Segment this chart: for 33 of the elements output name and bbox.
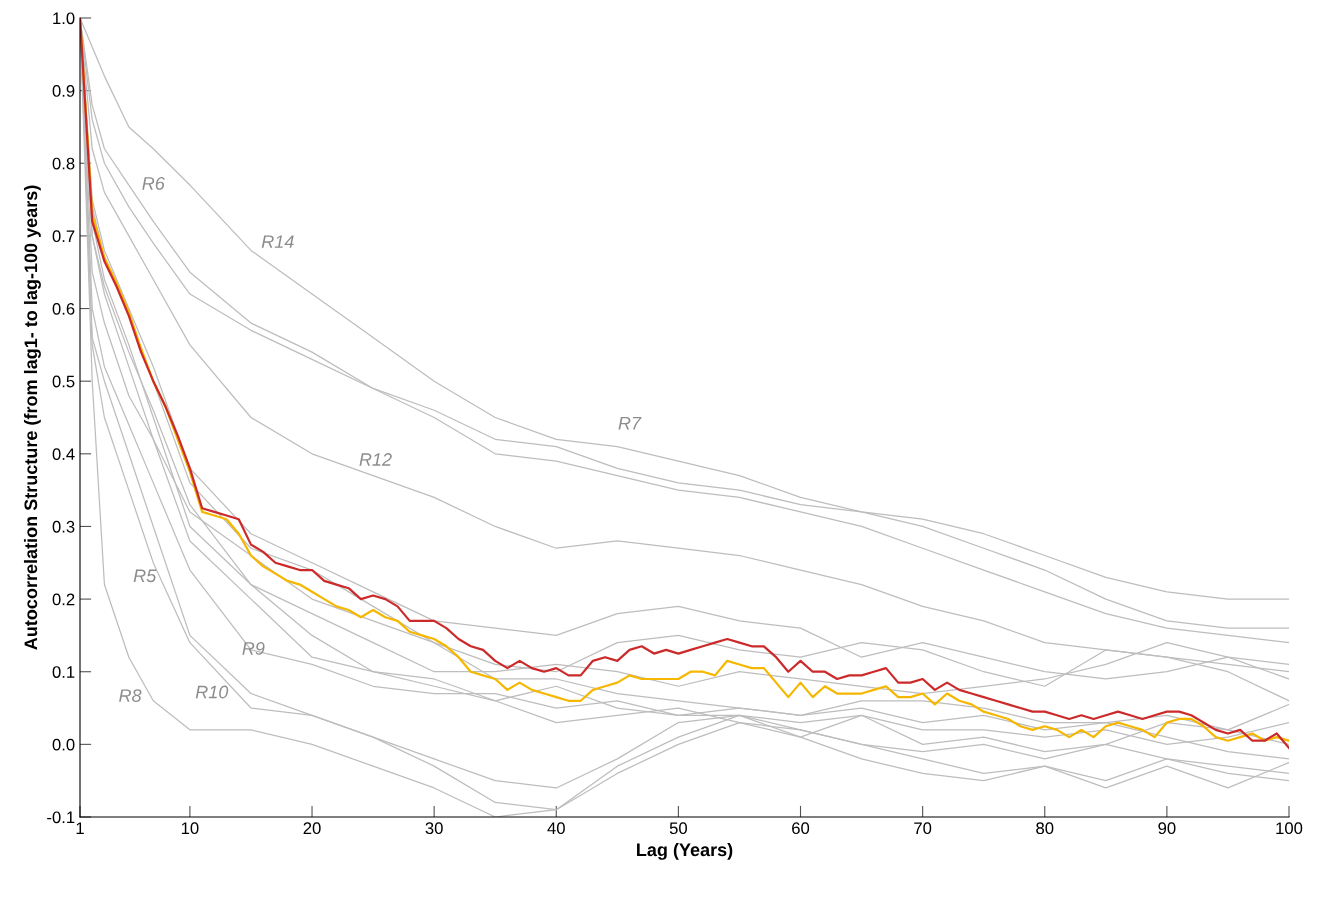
x-tick-label: 80 xyxy=(1036,822,1054,835)
y-tick-label: 0.2 xyxy=(52,593,75,606)
y-tick-label: 0.4 xyxy=(52,448,75,461)
y-tick-label: 0.1 xyxy=(52,666,75,678)
x-tick-label: 30 xyxy=(425,822,443,835)
x-tick-label: 100 xyxy=(1276,822,1303,835)
y-tick-label: 0.6 xyxy=(52,302,75,315)
annotation: R7 xyxy=(618,417,642,430)
x-axis-title: Lag (Years) xyxy=(637,842,733,860)
y-tick-label: -0.1 xyxy=(47,811,75,824)
annotation: R5 xyxy=(133,569,157,583)
x-tick-label: 50 xyxy=(669,822,688,835)
y-tick-label: 0.8 xyxy=(52,157,75,170)
annotation: R8 xyxy=(119,689,142,702)
x-tick-label: 1 xyxy=(76,822,84,834)
y-tick-label: 1.0 xyxy=(53,12,75,25)
annotation: R12 xyxy=(359,453,392,466)
annotation: R10 xyxy=(195,685,229,699)
y-tick-label: 0.9 xyxy=(52,85,75,97)
y-axis-title: Autocorrelation Structure (from lag1- to lag-100 years) xyxy=(23,185,41,650)
y-tick-label: 0.3 xyxy=(52,520,75,533)
y-tick-label: 0.5 xyxy=(52,375,75,388)
x-tick-label: 70 xyxy=(914,822,932,835)
x-tick-label: 90 xyxy=(1158,822,1176,835)
y-tick-label: 0.7 xyxy=(52,230,75,243)
x-tick-label: 40 xyxy=(547,822,565,835)
annotation: R6 xyxy=(142,177,165,190)
x-tick-label: 20 xyxy=(303,822,321,835)
y-tick-label: 0.0 xyxy=(52,738,75,751)
annotation: R14 xyxy=(261,235,294,248)
annotation: R9 xyxy=(242,642,265,655)
x-tick-label: 10 xyxy=(181,822,199,835)
x-tick-label: 60 xyxy=(792,822,810,835)
